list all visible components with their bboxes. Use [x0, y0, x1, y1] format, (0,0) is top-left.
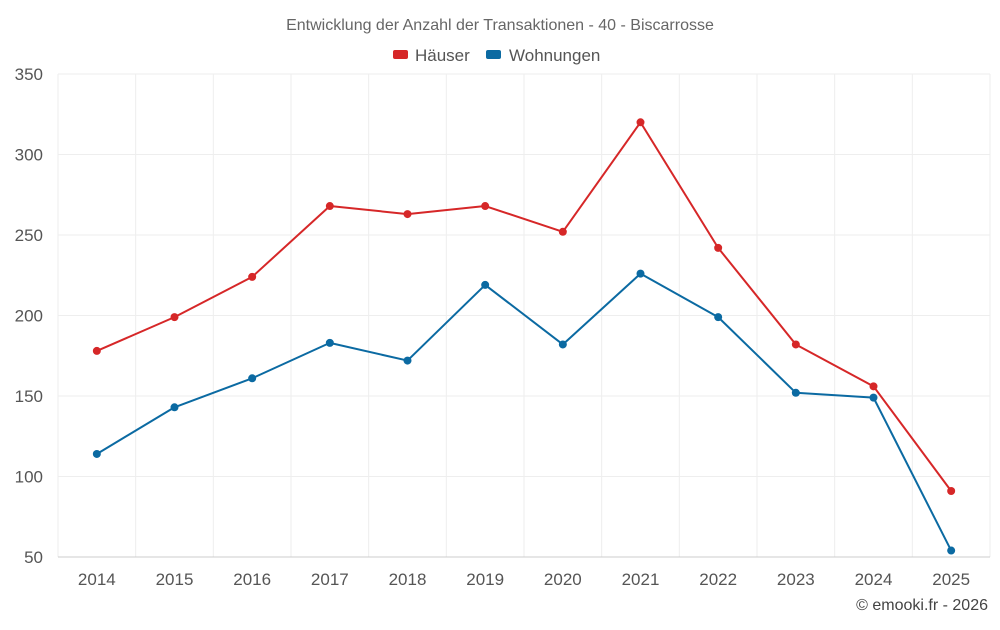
series-line-haeuser [96, 121, 952, 492]
data-point-haeuser[interactable] [791, 340, 800, 349]
data-point-wohnungen[interactable] [403, 356, 412, 365]
series-wohnungen [92, 269, 956, 555]
x-tick-label: 2014 [78, 570, 116, 589]
series-layer [92, 118, 956, 555]
data-point-haeuser[interactable] [869, 382, 878, 391]
x-tick-label: 2019 [466, 570, 504, 589]
data-point-wohnungen[interactable] [714, 313, 723, 322]
legend-swatch-haeuser [393, 50, 408, 59]
data-point-wohnungen[interactable] [558, 340, 567, 349]
data-point-wohnungen[interactable] [791, 388, 800, 397]
data-point-haeuser[interactable] [92, 346, 101, 355]
legend-label-haeuser: Häuser [415, 46, 470, 65]
data-point-wohnungen[interactable] [325, 338, 334, 347]
data-point-haeuser[interactable] [481, 202, 490, 211]
y-tick-label: 250 [15, 226, 43, 245]
x-axis-ticks: 2014 2015 2016 2017 2018 2019 2020 2021 2022 2023… [78, 570, 970, 589]
data-point-haeuser[interactable] [714, 243, 723, 252]
y-tick-label: 300 [15, 146, 43, 165]
data-point-wohnungen[interactable] [869, 393, 878, 402]
y-axis-ticks: 50 100 150 200 250 300 350 [15, 65, 43, 567]
series-haeuser [92, 118, 956, 495]
x-tick-label: 2016 [233, 570, 271, 589]
x-tick-label: 2024 [855, 570, 893, 589]
data-point-haeuser[interactable] [170, 313, 179, 322]
data-point-haeuser[interactable] [248, 272, 257, 281]
x-tick-label: 2017 [311, 570, 349, 589]
legend: Häuser Wohnungen [393, 46, 600, 65]
data-point-haeuser[interactable] [636, 118, 645, 127]
x-tick-label: 2015 [156, 570, 194, 589]
data-point-wohnungen[interactable] [636, 269, 645, 278]
x-tick-label: 2022 [699, 570, 737, 589]
data-point-haeuser[interactable] [947, 486, 956, 495]
credit-text: © emooki.fr - 2026 [856, 597, 988, 614]
chart-title: Entwicklung der Anzahl der Transaktionen… [286, 17, 714, 34]
data-point-wohnungen[interactable] [248, 374, 257, 383]
data-point-wohnungen[interactable] [92, 449, 101, 458]
legend-item-haeuser[interactable]: Häuser [393, 46, 470, 65]
series-line-wohnungen [96, 272, 953, 552]
y-tick-label: 50 [24, 548, 43, 567]
y-tick-label: 200 [15, 307, 43, 326]
data-point-haeuser[interactable] [403, 210, 412, 219]
x-tick-label: 2025 [932, 570, 970, 589]
data-point-haeuser[interactable] [558, 227, 567, 236]
data-point-haeuser[interactable] [325, 202, 334, 211]
y-tick-label: 350 [15, 65, 43, 84]
data-point-wohnungen[interactable] [947, 546, 956, 555]
x-tick-label: 2021 [622, 570, 660, 589]
legend-swatch-wohnungen [486, 50, 501, 59]
data-point-wohnungen[interactable] [481, 280, 490, 289]
x-tick-label: 2023 [777, 570, 815, 589]
legend-label-wohnungen: Wohnungen [509, 46, 600, 65]
y-tick-label: 100 [15, 468, 43, 487]
data-point-wohnungen[interactable] [170, 403, 179, 412]
x-tick-label: 2020 [544, 570, 582, 589]
legend-item-wohnungen[interactable]: Wohnungen [486, 46, 600, 65]
y-tick-label: 150 [15, 387, 43, 406]
x-tick-label: 2018 [389, 570, 427, 589]
